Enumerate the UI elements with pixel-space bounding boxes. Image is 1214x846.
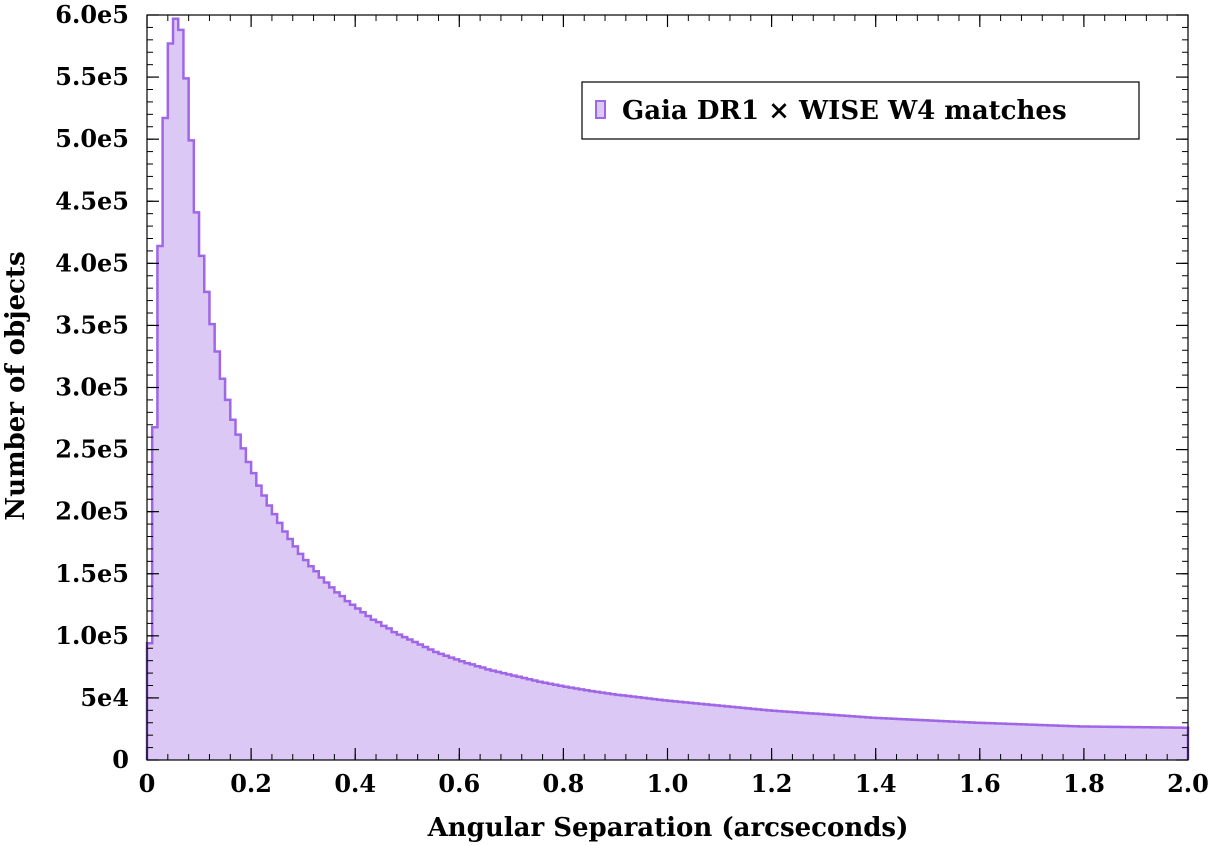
x-tick-label: 2.0	[1167, 769, 1209, 798]
x-tick-label: 1.4	[855, 769, 897, 798]
x-tick-label: 1.0	[647, 769, 689, 798]
y-tick-label: 5.5e5	[55, 62, 129, 91]
y-tick-label: 1.5e5	[55, 559, 129, 588]
y-tick-label: 2.0e5	[55, 497, 129, 526]
x-tick-label: 1.2	[751, 769, 793, 798]
x-tick-label: 1.8	[1063, 769, 1105, 798]
y-tick-label: 2.5e5	[55, 435, 129, 464]
x-tick-label: 0	[139, 769, 156, 798]
x-tick-label: 0.2	[230, 769, 272, 798]
y-axis-ticks	[147, 14, 1188, 761]
plot-area	[145, 17, 1190, 761]
x-tick-label: 0.4	[334, 769, 376, 798]
x-axis-title: Angular Separation (arcseconds)	[427, 813, 909, 843]
histogram-outline	[145, 17, 1190, 760]
histogram-fill	[147, 18, 1188, 761]
y-tick-label: 5e4	[80, 683, 129, 712]
x-axis-ticks	[146, 15, 1189, 760]
y-tick-label: 5.0e5	[55, 124, 129, 153]
legend: Gaia DR1 × WISE W4 matches	[581, 81, 1140, 140]
legend-box	[581, 81, 1140, 140]
legend-label: Gaia DR1 × WISE W4 matches	[622, 96, 1067, 126]
x-tick-label: 0.8	[543, 769, 585, 798]
x-tick-label: 0.6	[438, 769, 480, 798]
y-tick-label: 1.0e5	[55, 621, 129, 650]
y-tick-label: 0	[112, 745, 129, 774]
y-axis-tick-labels: 0 5e4 1.0e5 1.5e5 2.0e5 2.5e5 3.0e5 3.5e5 4.0e5 4…	[55, 0, 129, 774]
y-tick-label: 3.0e5	[55, 373, 129, 402]
y-tick-label: 4.0e5	[55, 248, 129, 277]
x-axis-tick-labels: 0 0.2 0.4 0.6 0.8 1.0 1.2 1.4 1.6 1.8 2.0	[139, 769, 1209, 798]
y-tick-label: 4.5e5	[55, 186, 129, 215]
y-tick-label: 6.0e5	[55, 0, 129, 29]
legend-swatch	[595, 100, 606, 119]
x-tick-label: 1.6	[959, 769, 1001, 798]
y-tick-label: 3.5e5	[55, 310, 129, 339]
y-axis-title: Number of objects	[1, 251, 31, 520]
